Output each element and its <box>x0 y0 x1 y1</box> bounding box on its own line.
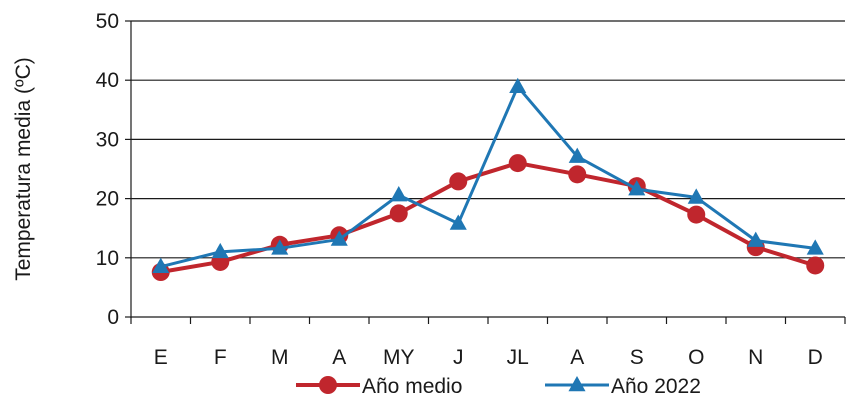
data-point <box>568 165 587 184</box>
data-point <box>687 205 706 224</box>
data-point <box>449 172 468 191</box>
y-tick-label: 50 <box>96 10 119 33</box>
y-axis-ticks: 0 10 20 30 40 50 <box>96 10 131 329</box>
x-tick-label: N <box>748 346 763 369</box>
data-point <box>211 242 229 259</box>
series-2 <box>152 77 824 273</box>
data-point <box>390 186 408 202</box>
data-point <box>271 239 289 255</box>
x-tick-label: JL <box>507 346 529 369</box>
data-point <box>389 204 408 223</box>
x-axis-ticks: E F M A MY J JL A S O N D <box>130 317 846 369</box>
data-point <box>568 147 586 163</box>
legend-item: Año 2022 <box>545 375 701 398</box>
data-point <box>509 77 527 94</box>
y-tick-label: 20 <box>96 188 119 211</box>
x-tick-label: D <box>808 346 823 369</box>
data-point <box>628 180 646 196</box>
x-tick-label: A <box>332 346 346 369</box>
y-tick-label: 30 <box>96 128 119 151</box>
data-point <box>330 230 348 246</box>
y-axis-label: Temperatura media (ºC) <box>12 57 35 281</box>
data-point <box>747 231 765 247</box>
data-point <box>508 154 527 173</box>
x-tick-label: O <box>688 346 704 369</box>
data-point <box>449 214 467 230</box>
legend: Año medio Año 2022 <box>296 375 701 398</box>
legend-marker <box>319 376 337 394</box>
axes <box>130 21 845 318</box>
legend-marker <box>568 376 586 392</box>
data-point <box>687 188 705 204</box>
legend-label: Año medio <box>362 375 462 398</box>
data-point <box>806 256 825 275</box>
x-tick-label: F <box>214 346 227 369</box>
legend-label: Año 2022 <box>611 375 701 398</box>
series-group <box>151 77 825 282</box>
x-tick-label: A <box>570 346 584 369</box>
series-line <box>160 161 816 274</box>
x-tick-label: J <box>453 346 464 369</box>
x-tick-label: E <box>154 346 168 369</box>
gridlines <box>131 20 845 259</box>
legend-item: Año medio <box>296 375 462 398</box>
series-line <box>160 85 816 269</box>
x-tick-label: M <box>271 346 289 369</box>
x-tick-label: S <box>630 346 644 369</box>
x-tick-label: MY <box>383 346 415 369</box>
data-point <box>152 257 170 273</box>
y-tick-label: 10 <box>96 247 119 270</box>
data-point <box>806 239 824 255</box>
y-tick-label: 0 <box>107 306 119 329</box>
y-tick-label: 40 <box>96 69 119 92</box>
